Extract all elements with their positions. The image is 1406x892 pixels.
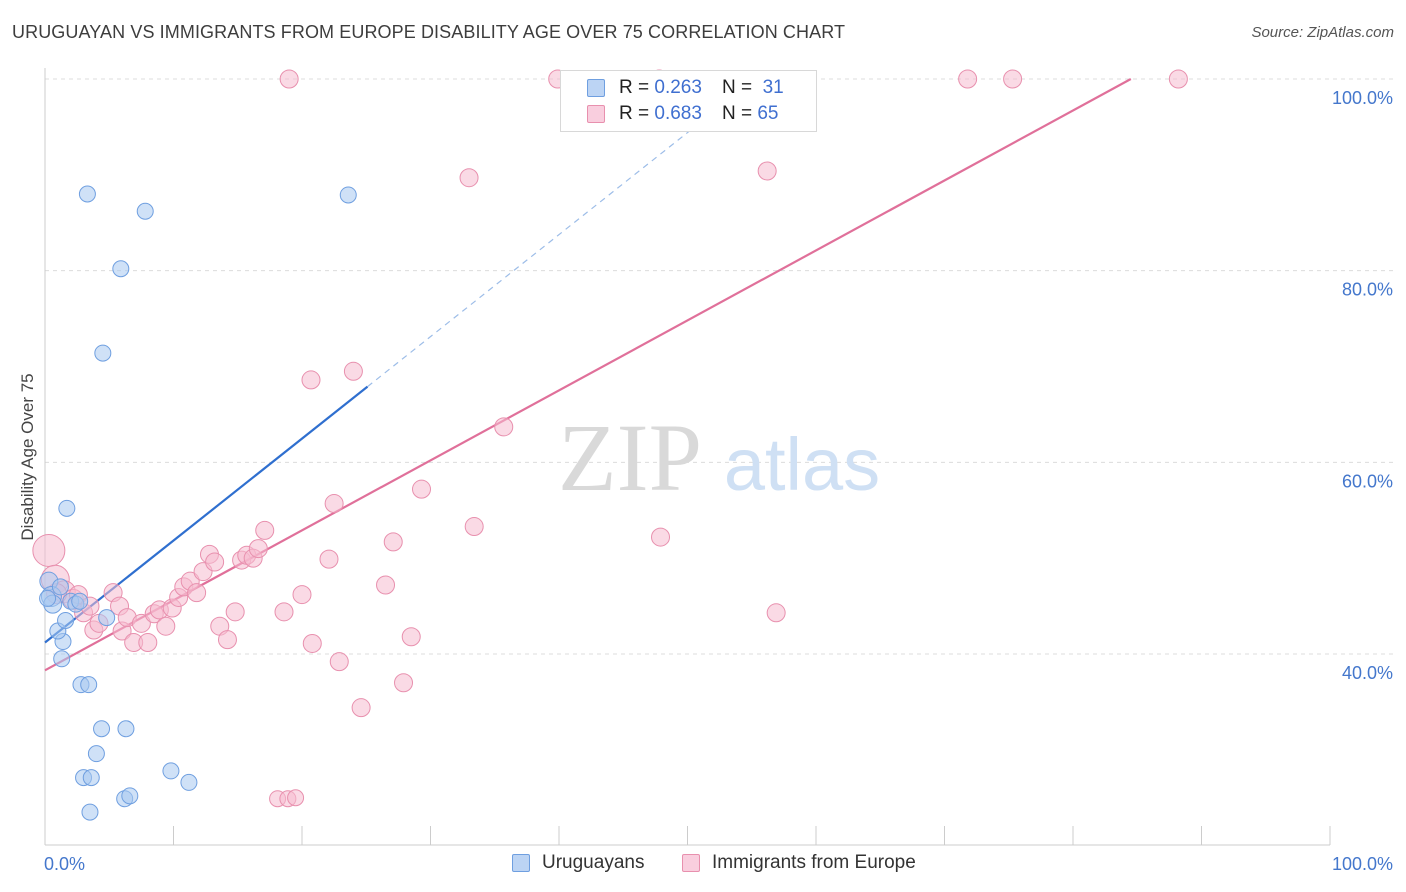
uruguayan-point — [117, 720, 135, 738]
source-label: Source: ZipAtlas.com — [1251, 24, 1394, 41]
immigrant-point — [376, 575, 396, 595]
uruguayan-point — [53, 650, 71, 668]
immigrant-trend-line — [44, 78, 1132, 672]
tick-labels: 40.0% 60.0% 80.0% 100.0% 0.0% 100.0% — [44, 88, 1393, 874]
uruguayan-point — [94, 344, 112, 362]
immigrant-point — [324, 494, 344, 514]
immigrant-point — [32, 534, 66, 567]
immigrant-point — [494, 417, 514, 437]
x-tick-label: 100.0% — [1332, 854, 1393, 874]
uruguayan-trend-line — [44, 385, 369, 644]
series-legend: Uruguayans Immigrants from Europe — [0, 852, 1406, 878]
x-tick-label: 0.0% — [44, 854, 85, 874]
legend-n-value: 65 — [757, 103, 779, 124]
immigrant-point — [1168, 69, 1188, 89]
y-tick-label: 60.0% — [1342, 471, 1393, 491]
legend-label-immigrants: Immigrants from Europe — [712, 852, 916, 873]
uruguayan-point — [87, 745, 105, 763]
uruguayan-point — [339, 186, 357, 204]
uruguayan-point — [112, 260, 130, 278]
immigrant-point — [156, 616, 176, 636]
uruguayan-point — [98, 609, 116, 627]
immigrant-point — [248, 539, 268, 559]
legend-item-uruguayans[interactable]: Uruguayans — [512, 852, 644, 874]
uruguayan-point — [80, 676, 98, 694]
uruguayan-point — [81, 803, 99, 821]
immigrant-point — [766, 603, 786, 623]
watermark: ZIP atlas — [558, 404, 880, 511]
immigrant-point — [329, 652, 349, 672]
immigrant-point — [412, 479, 432, 499]
legend-row-immigrants: R = 0.683 N = 65 — [587, 102, 778, 126]
watermark-zip: ZIP — [558, 404, 702, 511]
uruguayan-point — [162, 762, 180, 780]
immigrant-point — [757, 161, 777, 181]
immigrant-point — [319, 549, 339, 569]
immigrant-point — [351, 698, 371, 718]
uruguayan-point — [57, 611, 75, 629]
immigrant-point — [274, 602, 294, 622]
legend-swatch-pink — [587, 105, 605, 123]
uruguayan-point — [136, 202, 154, 220]
immigrant-point — [225, 602, 245, 622]
immigrant-point — [292, 585, 312, 605]
legend-n-value: 31 — [762, 77, 784, 98]
y-tick-label: 100.0% — [1332, 88, 1393, 108]
uruguayan-point — [51, 578, 69, 596]
watermark-atlas: atlas — [724, 423, 880, 506]
trend-lines — [44, 78, 1132, 672]
legend-item-immigrants[interactable]: Immigrants from Europe — [682, 852, 916, 874]
immigrant-point — [464, 517, 484, 537]
data-points — [32, 69, 1188, 821]
legend-r-label: R = — [619, 103, 650, 124]
uruguayan-trend-extension — [367, 101, 727, 388]
legend-label-uruguayans: Uruguayans — [542, 852, 645, 873]
immigrant-point — [217, 630, 237, 650]
chart-title: URUGUAYAN VS IMMIGRANTS FROM EUROPE DISA… — [12, 22, 846, 42]
y-tick-label: 40.0% — [1342, 663, 1393, 683]
legend-r-label: R = — [619, 77, 650, 98]
immigrant-point — [301, 370, 321, 390]
y-tick-label: 80.0% — [1342, 280, 1393, 300]
legend-swatch-immigrants — [682, 854, 700, 872]
immigrant-point — [279, 69, 299, 89]
axes — [44, 68, 1331, 846]
immigrant-point — [958, 69, 978, 89]
immigrant-point — [187, 583, 207, 603]
immigrant-point — [287, 789, 305, 807]
immigrant-point — [343, 361, 363, 381]
immigrant-point — [205, 552, 225, 572]
immigrant-point — [394, 673, 414, 693]
uruguayan-point — [121, 787, 139, 805]
stats-legend: R = 0.263 N = 31 R = 0.683 N = 65 — [560, 70, 817, 132]
uruguayan-point — [180, 773, 198, 791]
immigrant-point — [131, 613, 151, 633]
uruguayan-point — [71, 592, 89, 610]
legend-n-label: N = — [721, 103, 753, 124]
legend-r-value: 0.683 — [654, 103, 702, 124]
immigrant-point — [651, 527, 671, 547]
immigrant-point — [138, 633, 158, 652]
uruguayan-point — [39, 589, 57, 607]
immigrant-point — [401, 627, 421, 647]
immigrant-point — [302, 633, 322, 653]
uruguayan-point — [93, 720, 111, 738]
y-axis-title: Disability Age Over 75 — [18, 373, 37, 540]
legend-n-label: N = — [721, 77, 753, 98]
immigrant-point — [459, 168, 479, 188]
uruguayan-point — [58, 499, 76, 517]
immigrant-point — [255, 520, 275, 540]
uruguayan-point — [82, 769, 100, 787]
immigrant-point — [383, 532, 403, 552]
gridlines — [45, 78, 1395, 655]
legend-r-value: 0.263 — [654, 77, 702, 98]
uruguayan-point — [78, 185, 96, 203]
immigrant-point — [1003, 69, 1023, 89]
legend-row-uruguayans: R = 0.263 N = 31 — [587, 76, 784, 100]
legend-swatch-uruguayans — [512, 854, 530, 872]
legend-swatch-blue — [587, 79, 605, 97]
